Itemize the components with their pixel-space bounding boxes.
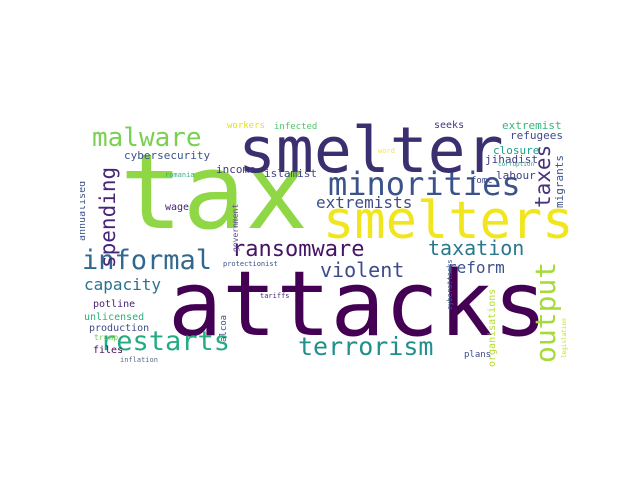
word-restarts: restarts bbox=[100, 326, 231, 357]
word-tariffs: tariffs bbox=[260, 292, 290, 300]
word-workers: workers bbox=[227, 121, 265, 131]
word-romania: romania bbox=[165, 171, 195, 179]
word-wage: wage bbox=[165, 202, 190, 213]
word-inflation: inflation bbox=[120, 356, 158, 364]
word-output: output bbox=[529, 261, 562, 363]
word-terrorism: terrorism bbox=[298, 332, 434, 361]
word-income: income bbox=[216, 163, 256, 176]
word-cybersecurity: cybersecurity bbox=[124, 149, 211, 162]
word-annualised: annualised bbox=[80, 180, 88, 241]
word-files: files bbox=[93, 345, 124, 356]
word-capacity: capacity bbox=[84, 275, 162, 294]
word-reform: reform bbox=[447, 258, 505, 277]
word-government: government bbox=[231, 203, 240, 252]
word-potline: potline bbox=[93, 299, 136, 310]
word-jihadist: jihadist bbox=[485, 153, 538, 166]
word-attacks: attacks bbox=[168, 252, 548, 357]
word-violent: violent bbox=[320, 258, 405, 282]
word-smelter: smelter bbox=[238, 120, 504, 187]
word-corruption: corruption bbox=[498, 161, 535, 168]
word-plans: plans bbox=[464, 350, 492, 360]
word-trump: trump bbox=[94, 333, 119, 342]
word-legislation: legislation bbox=[561, 318, 568, 358]
word-spending: spending bbox=[96, 166, 120, 268]
word-seeks: seeks bbox=[434, 120, 465, 131]
word-cyberattacks: cyberattacks bbox=[446, 259, 454, 310]
word-islamist: islamist bbox=[264, 167, 317, 180]
word-ransomware: ransomware bbox=[232, 237, 365, 262]
word-cloud: tax attacks smelter smelters minorities … bbox=[80, 120, 576, 368]
word-smelters: smelters bbox=[323, 191, 574, 251]
word-taxation: taxation bbox=[428, 236, 525, 260]
word-tax: tax bbox=[120, 131, 308, 253]
word-production: production bbox=[89, 323, 150, 334]
word-closure: closure bbox=[493, 144, 540, 157]
word-alcoa: alcoa bbox=[219, 314, 229, 342]
word-informal: informal bbox=[82, 245, 213, 276]
word-infected: infected bbox=[274, 122, 318, 132]
word-word: word bbox=[378, 147, 395, 155]
word-malware: malware bbox=[92, 123, 202, 153]
word-extremist: extremist bbox=[502, 120, 562, 132]
word-unlicensed: unlicensed bbox=[84, 312, 145, 323]
word-refugees: refugees bbox=[510, 129, 563, 142]
word-protectionist: protectionist bbox=[223, 260, 278, 268]
word-minorities: minorities bbox=[328, 165, 521, 203]
word-migrants: migrants bbox=[553, 155, 566, 208]
word-labour: labour bbox=[496, 169, 536, 182]
word-fomc: fomc bbox=[471, 176, 493, 186]
word-extremists: extremists bbox=[316, 193, 413, 212]
